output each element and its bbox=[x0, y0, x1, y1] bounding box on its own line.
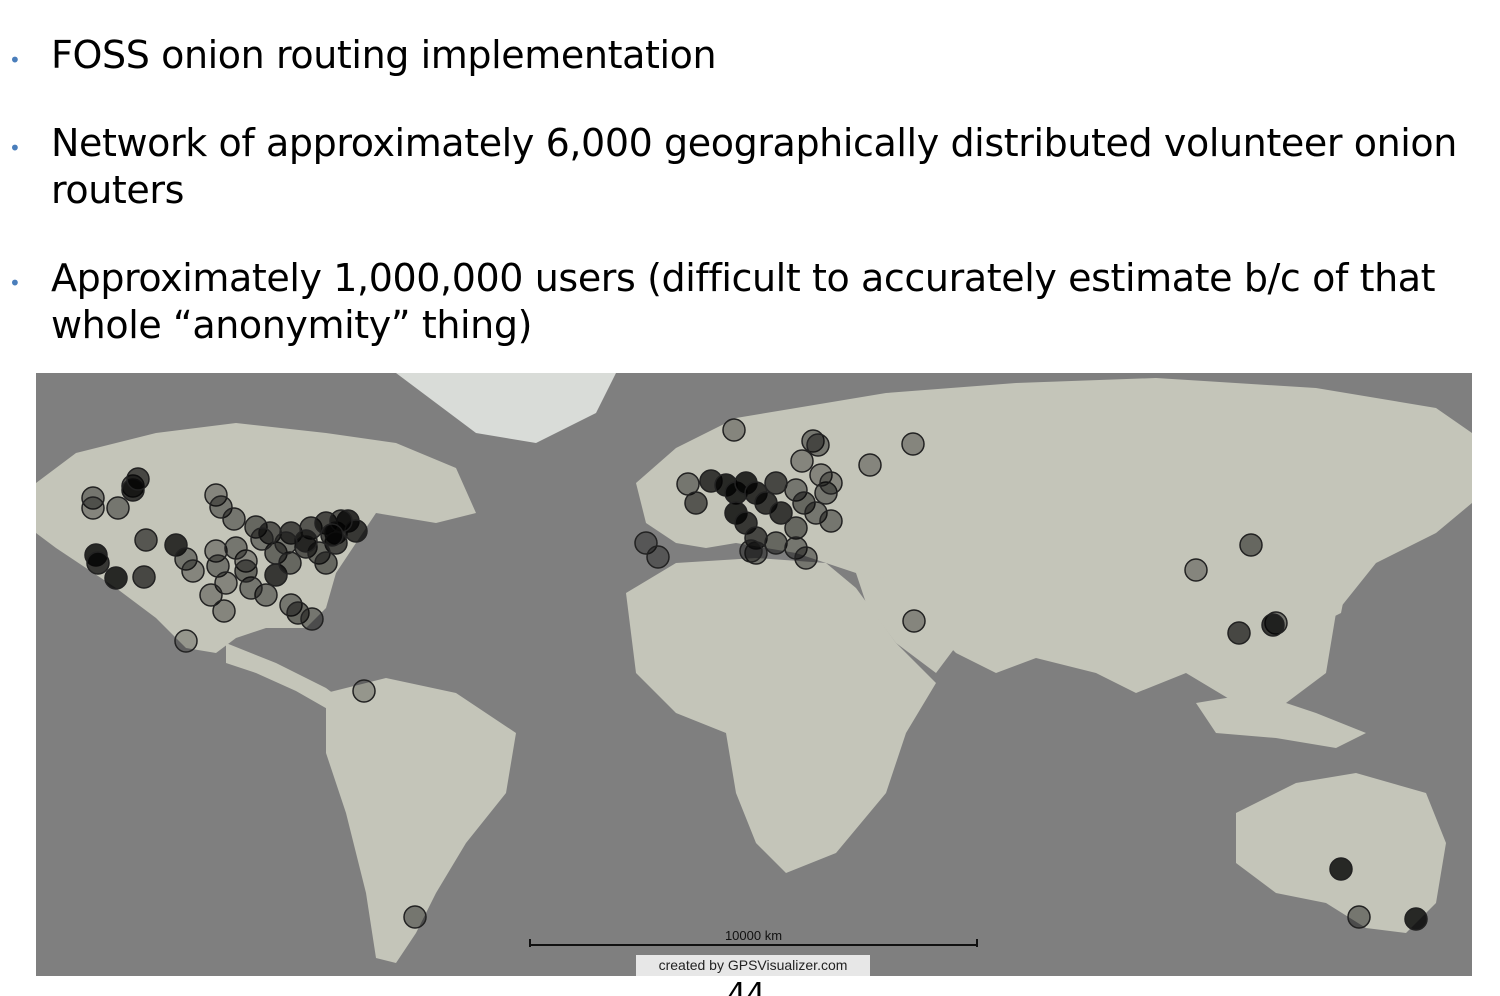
scale-label: 10000 km bbox=[724, 928, 783, 943]
bullet-text: Approximately 1,000,000 users (difficult… bbox=[51, 256, 1436, 347]
router-marker bbox=[819, 509, 843, 533]
scale-line bbox=[529, 944, 978, 946]
arabia-shape bbox=[856, 573, 966, 673]
router-marker bbox=[1329, 857, 1353, 881]
router-marker bbox=[86, 551, 110, 575]
router-marker bbox=[274, 531, 298, 555]
router-marker bbox=[204, 539, 228, 563]
router-marker bbox=[106, 496, 130, 520]
router-marker bbox=[250, 527, 274, 551]
router-marker bbox=[806, 433, 830, 457]
router-marker bbox=[132, 565, 156, 589]
router-marker bbox=[792, 491, 816, 515]
router-marker bbox=[206, 554, 230, 578]
router-marker bbox=[1227, 621, 1251, 645]
router-marker bbox=[209, 495, 233, 519]
router-marker bbox=[254, 583, 278, 607]
router-marker bbox=[684, 491, 708, 515]
router-marker bbox=[222, 507, 246, 531]
router-marker bbox=[739, 539, 763, 563]
router-marker bbox=[764, 471, 788, 495]
router-marker bbox=[722, 418, 746, 442]
router-marker bbox=[1239, 533, 1263, 557]
router-marker bbox=[104, 566, 128, 590]
router-marker bbox=[1184, 558, 1208, 582]
router-marker bbox=[764, 531, 788, 555]
scale-bar: 10000 km bbox=[529, 925, 978, 947]
map-credit: created by GPSVisualizer.com bbox=[636, 955, 870, 976]
router-markers bbox=[81, 418, 1428, 931]
uk-shape bbox=[661, 463, 691, 503]
router-marker bbox=[126, 467, 150, 491]
router-marker bbox=[174, 547, 198, 571]
router-marker bbox=[199, 583, 223, 607]
router-marker bbox=[320, 523, 344, 547]
router-marker bbox=[314, 551, 338, 575]
router-marker bbox=[902, 609, 926, 633]
router-marker bbox=[403, 905, 427, 929]
router-marker bbox=[769, 501, 793, 525]
router-marker bbox=[1404, 907, 1428, 931]
router-marker bbox=[81, 486, 105, 510]
router-marker bbox=[1261, 613, 1285, 637]
router-marker bbox=[204, 483, 228, 507]
router-marker bbox=[790, 449, 814, 473]
router-marker bbox=[352, 679, 376, 703]
router-marker bbox=[300, 607, 324, 631]
router-marker bbox=[234, 549, 258, 573]
bullet-dot-icon: • bbox=[9, 48, 21, 72]
land-masses bbox=[36, 373, 1472, 963]
router-marker bbox=[784, 478, 808, 502]
router-marker bbox=[286, 601, 310, 625]
router-marker bbox=[212, 599, 236, 623]
router-marker bbox=[294, 529, 318, 553]
router-marker bbox=[858, 453, 882, 477]
router-marker bbox=[901, 432, 925, 456]
world-map-image: 10000 km created by GPSVisualizer.com bbox=[36, 373, 1472, 976]
router-marker bbox=[804, 501, 828, 525]
router-marker bbox=[1347, 905, 1371, 929]
router-marker bbox=[784, 516, 808, 540]
router-marker bbox=[134, 528, 158, 552]
router-marker bbox=[278, 551, 302, 575]
greenland-shape bbox=[396, 373, 616, 443]
bullet-dot-icon: • bbox=[9, 136, 21, 160]
router-marker bbox=[646, 545, 670, 569]
bullet-text: FOSS onion routing implementation bbox=[51, 33, 717, 77]
router-marker bbox=[81, 496, 105, 520]
router-marker bbox=[784, 536, 808, 560]
router-marker bbox=[794, 546, 818, 570]
router-marker bbox=[224, 536, 248, 560]
bullet-text: Network of approximately 6,000 geographi… bbox=[51, 121, 1457, 212]
south-america-shape bbox=[326, 678, 516, 963]
router-marker bbox=[234, 559, 258, 583]
africa-shape bbox=[626, 558, 936, 873]
router-marker bbox=[181, 559, 205, 583]
router-marker bbox=[174, 629, 198, 653]
page-number: 44 bbox=[727, 980, 765, 996]
australia-shape bbox=[1236, 773, 1446, 933]
world-map-graphic bbox=[36, 373, 1472, 963]
japan-shape bbox=[1321, 553, 1351, 623]
bullet-dot-icon: • bbox=[9, 271, 21, 295]
central-america-shape bbox=[226, 643, 346, 711]
scale-tick-left bbox=[529, 939, 531, 947]
router-marker bbox=[819, 471, 843, 495]
scale-tick-right bbox=[976, 939, 978, 947]
islands-shape bbox=[1196, 693, 1366, 748]
